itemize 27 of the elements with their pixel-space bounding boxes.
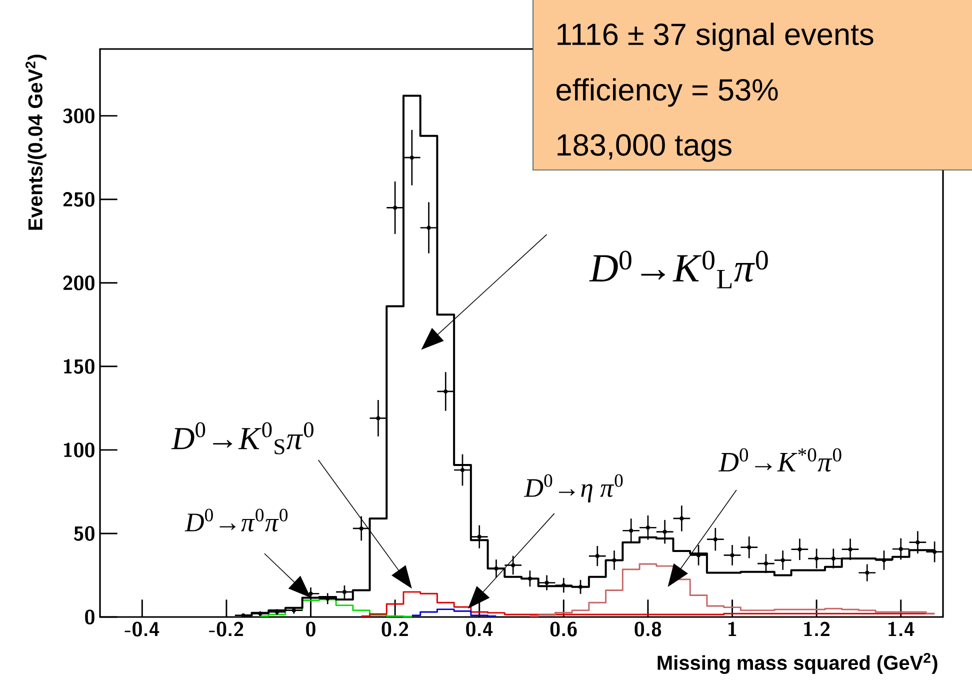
x-tick-label: -0.2 [208,622,244,636]
annotation: D$^{0}$→K$^{0}$$_{L}$π$^{0}$ [589,250,768,288]
x-tick-label: 1 [728,622,736,636]
x-tick-label: 0.4 [466,622,493,636]
annotation: D$^{0}$→η π$^{0}$ [524,474,623,502]
y-tick-label: 100 [64,442,94,458]
x-tick-label: 0.2 [382,622,408,636]
y-tick-label: 300 [63,108,94,124]
x-tick-label: 1.4 [888,622,914,636]
annotation: 1116 ± 37 signal events [558,22,874,52]
y-tick-label: 50 [74,526,94,541]
y-tick-label: 200 [63,276,94,290]
annotation: D$^{0}$→π$^{0}$π$^{0}$ [184,508,288,532]
annotation: D$^{0}$→K$^{*0}$π$^{0}$ [718,448,842,472]
annotation: 183,000 tags [558,134,732,162]
y-tick-label: 0 [85,610,94,624]
y-tick-label: 250 [63,192,94,207]
x-tick-label: 0.8 [634,622,662,636]
y-tick-label: 150 [64,359,94,374]
x-tick-label: 1.2 [804,622,830,636]
y-axis-title: Events/(0.04 GeV$^{2}$) [26,54,46,230]
x-tick-label: 0 [306,622,316,636]
x-tick-label: 0.6 [550,622,577,636]
x-tick-label: -0.4 [124,622,160,636]
annotation: efficiency = 53% [556,78,778,107]
x-axis-title: Missing mass squared (GeV$^{2}$) [658,652,938,674]
annotation: D$^{0}$→K$^{0}$$_{S}$π$^{0}$ [171,422,314,454]
